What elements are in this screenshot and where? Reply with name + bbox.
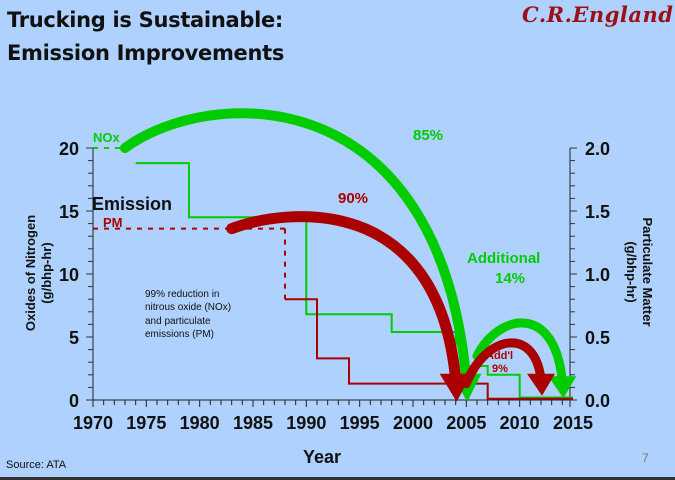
pm-reduction-arrow xyxy=(461,338,546,389)
x-tick-label: 1985 xyxy=(233,413,273,433)
reduction-note-line: and particulate xyxy=(145,316,211,327)
y-axis-right-title: Particulate Matter (g/bhp-hr) xyxy=(624,217,655,326)
addl-9-percent-label: 9% xyxy=(492,363,508,375)
x-tick-label: 1980 xyxy=(180,413,220,433)
arrows-layer xyxy=(120,108,577,402)
y-left-tick-label: 5 xyxy=(69,328,79,348)
y-axis-right-title-line2: (g/bhp-hr) xyxy=(624,241,639,302)
nox-step-line xyxy=(135,162,573,399)
pm-reduction-arrow xyxy=(226,211,462,386)
additional-label: Additional xyxy=(467,250,540,267)
x-tick-label: 1970 xyxy=(73,413,113,433)
y-right-tick-label: 2.0 xyxy=(585,139,610,159)
company-logo: C.R.England xyxy=(522,2,674,27)
x-tick-label: 1995 xyxy=(340,413,380,433)
additional-14-percent-label: 14% xyxy=(495,270,525,287)
reduction-note-line: emissions (PM) xyxy=(145,329,214,340)
reduction-note-line: 99% reduction in xyxy=(145,289,220,300)
nox-85-percent-label: 85% xyxy=(413,127,443,144)
source-note: Source: ATA xyxy=(6,459,67,471)
pm-label: PM xyxy=(103,215,123,230)
nox-reduction-arrow xyxy=(472,318,567,387)
axes: 1970 1975 1980 1985 1990 1995 2000 2005 2010 2015… xyxy=(59,139,610,433)
labels-layer: NOx Emission PM 85% 90% Additional 14% A… xyxy=(23,127,655,467)
bottom-border xyxy=(0,477,675,480)
reduction-note-line: nitrous oxide (NOx) xyxy=(145,302,231,313)
pm-90-percent-label: 90% xyxy=(338,190,368,207)
y-axis-left-title-line1: Oxides of Nitrogen xyxy=(23,215,38,331)
nox-label: NOx xyxy=(93,130,121,145)
y-right-tick-label: 1.0 xyxy=(585,265,610,285)
addl-label: Add'l xyxy=(486,350,513,362)
page-number: 7 xyxy=(642,451,649,465)
x-tick-label: 1975 xyxy=(126,413,166,433)
y-axis-right-title-line1: Particulate Matter xyxy=(640,217,655,326)
nox-reduction-arrow xyxy=(120,108,472,385)
y-right-tick-label: 1.5 xyxy=(585,202,610,222)
reduction-note: 99% reduction in nitrous oxide (NOx) and… xyxy=(145,289,231,340)
slide-title: Trucking is Sustainable: Emission Improv… xyxy=(7,4,284,70)
y-axis-left-title-line2: (g/bhp-hr) xyxy=(39,242,54,303)
x-tick-label: 2015 xyxy=(553,413,593,433)
nox-arrowhead-icon xyxy=(548,376,577,399)
y-left-tick-label: 0 xyxy=(69,391,79,411)
slide-title-line2: Emission Improvements xyxy=(7,41,285,65)
y-left-tick-label: 10 xyxy=(59,265,79,285)
y-right-tick-label: 0.0 xyxy=(585,391,610,411)
y-left-tick-label: 20 xyxy=(59,139,79,159)
x-tick-label: 2005 xyxy=(446,413,486,433)
emission-label: Emission xyxy=(92,194,172,214)
x-axis-title: Year xyxy=(303,447,341,467)
x-tick-label: 1990 xyxy=(286,413,326,433)
y-right-tick-label: 0.5 xyxy=(585,328,610,348)
pm-arrowhead-icon xyxy=(527,373,555,396)
x-tick-label: 2000 xyxy=(393,413,433,433)
x-tick-label: 2010 xyxy=(500,413,540,433)
pm-step-line xyxy=(285,298,573,400)
y-axis-left-title: Oxides of Nitrogen (g/bhp-hr) xyxy=(23,215,54,331)
y-left-tick-label: 15 xyxy=(59,202,79,222)
slide-title-line1: Trucking is Sustainable: xyxy=(7,8,284,32)
